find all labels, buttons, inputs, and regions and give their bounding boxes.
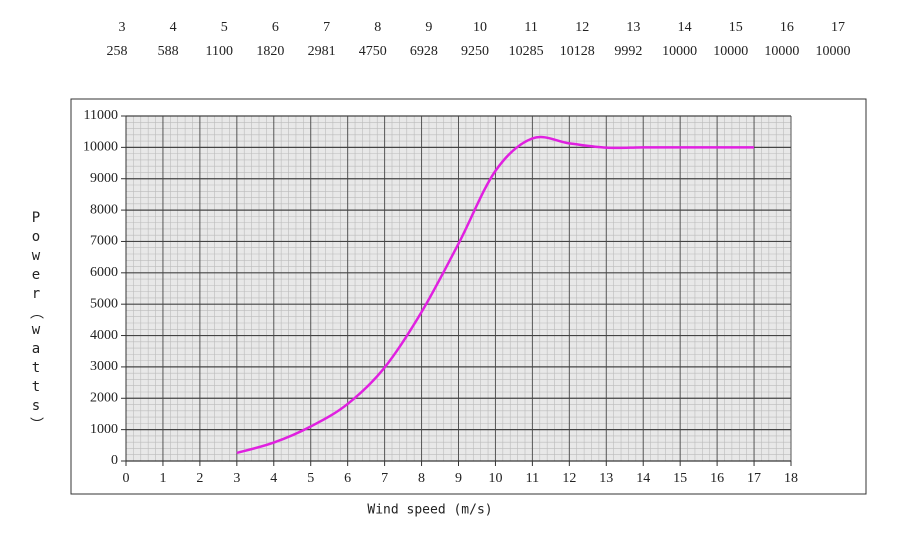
table-power: 10000	[816, 44, 851, 59]
table-power: 10000	[662, 44, 697, 59]
y-tick-label: 10000	[83, 140, 118, 155]
x-tick-label: 10	[488, 471, 502, 486]
table-speed: 12	[575, 20, 589, 35]
x-tick-label: 8	[418, 471, 425, 486]
table-power: 10128	[560, 44, 595, 59]
y-tick-label: 0	[111, 453, 118, 468]
table-speed: 5	[221, 20, 228, 35]
table-power: 1100	[206, 44, 233, 59]
table-speed: 4	[170, 20, 177, 35]
x-tick-label: 17	[747, 471, 761, 486]
y-tick-label: 5000	[90, 296, 118, 311]
x-tick-label: 18	[784, 471, 798, 486]
table-power: 6928	[410, 44, 438, 59]
y-tick-label: 9000	[90, 171, 118, 186]
table-power: 4750	[359, 44, 387, 59]
table-power: 258	[107, 44, 128, 59]
table-power: 10285	[509, 44, 544, 59]
table-power: 10000	[713, 44, 748, 59]
table-speed: 6	[272, 20, 279, 35]
x-tick-label: 5	[307, 471, 314, 486]
table-power: 9250	[461, 44, 489, 59]
table-speed: 11	[524, 20, 537, 35]
table-power: 10000	[764, 44, 799, 59]
y-tick-label: 4000	[90, 328, 118, 343]
y-tick-label: 6000	[90, 265, 118, 280]
y-tick-label: 1000	[90, 422, 118, 437]
y-tick-label: 3000	[90, 359, 118, 374]
x-tick-label: 15	[673, 471, 687, 486]
x-tick-label: 6	[344, 471, 351, 486]
power-curve	[236, 135, 755, 455]
table-power: 1820	[256, 44, 284, 59]
x-tick-label: 4	[270, 471, 277, 486]
table-speed: 8	[374, 20, 381, 35]
x-tick-label: 14	[636, 471, 650, 486]
table-speed: 9	[425, 20, 432, 35]
x-tick-label: 0	[123, 471, 130, 486]
x-tick-label: 11	[526, 471, 539, 486]
table-power: 588	[158, 44, 179, 59]
x-tick-label: 12	[562, 471, 576, 486]
table-speed: 13	[626, 20, 640, 35]
table-power: 9992	[614, 44, 642, 59]
table-power: 2981	[308, 44, 336, 59]
y-axis-label: Power（watts）	[28, 210, 44, 434]
table-speed: 16	[780, 20, 794, 35]
x-tick-label: 3	[233, 471, 240, 486]
y-tick-label: 2000	[90, 390, 118, 405]
x-tick-label: 13	[599, 471, 613, 486]
y-tick-label: 11000	[84, 108, 118, 123]
x-tick-label: 7	[381, 471, 388, 486]
table-speed: 14	[678, 20, 692, 35]
y-tick-label: 7000	[90, 234, 118, 249]
table-speed: 15	[729, 20, 743, 35]
x-tick-label: 2	[196, 471, 203, 486]
y-tick-label: 8000	[90, 202, 118, 217]
table-speed: 10	[473, 20, 487, 35]
x-tick-label: 16	[710, 471, 724, 486]
x-tick-label: 9	[455, 471, 462, 486]
table-speed: 3	[119, 20, 126, 35]
table-speed: 7	[323, 20, 330, 35]
table-speed: 17	[831, 20, 845, 35]
x-tick-label: 1	[159, 471, 166, 486]
x-axis-label: Wind speed (m/s)	[367, 503, 492, 518]
